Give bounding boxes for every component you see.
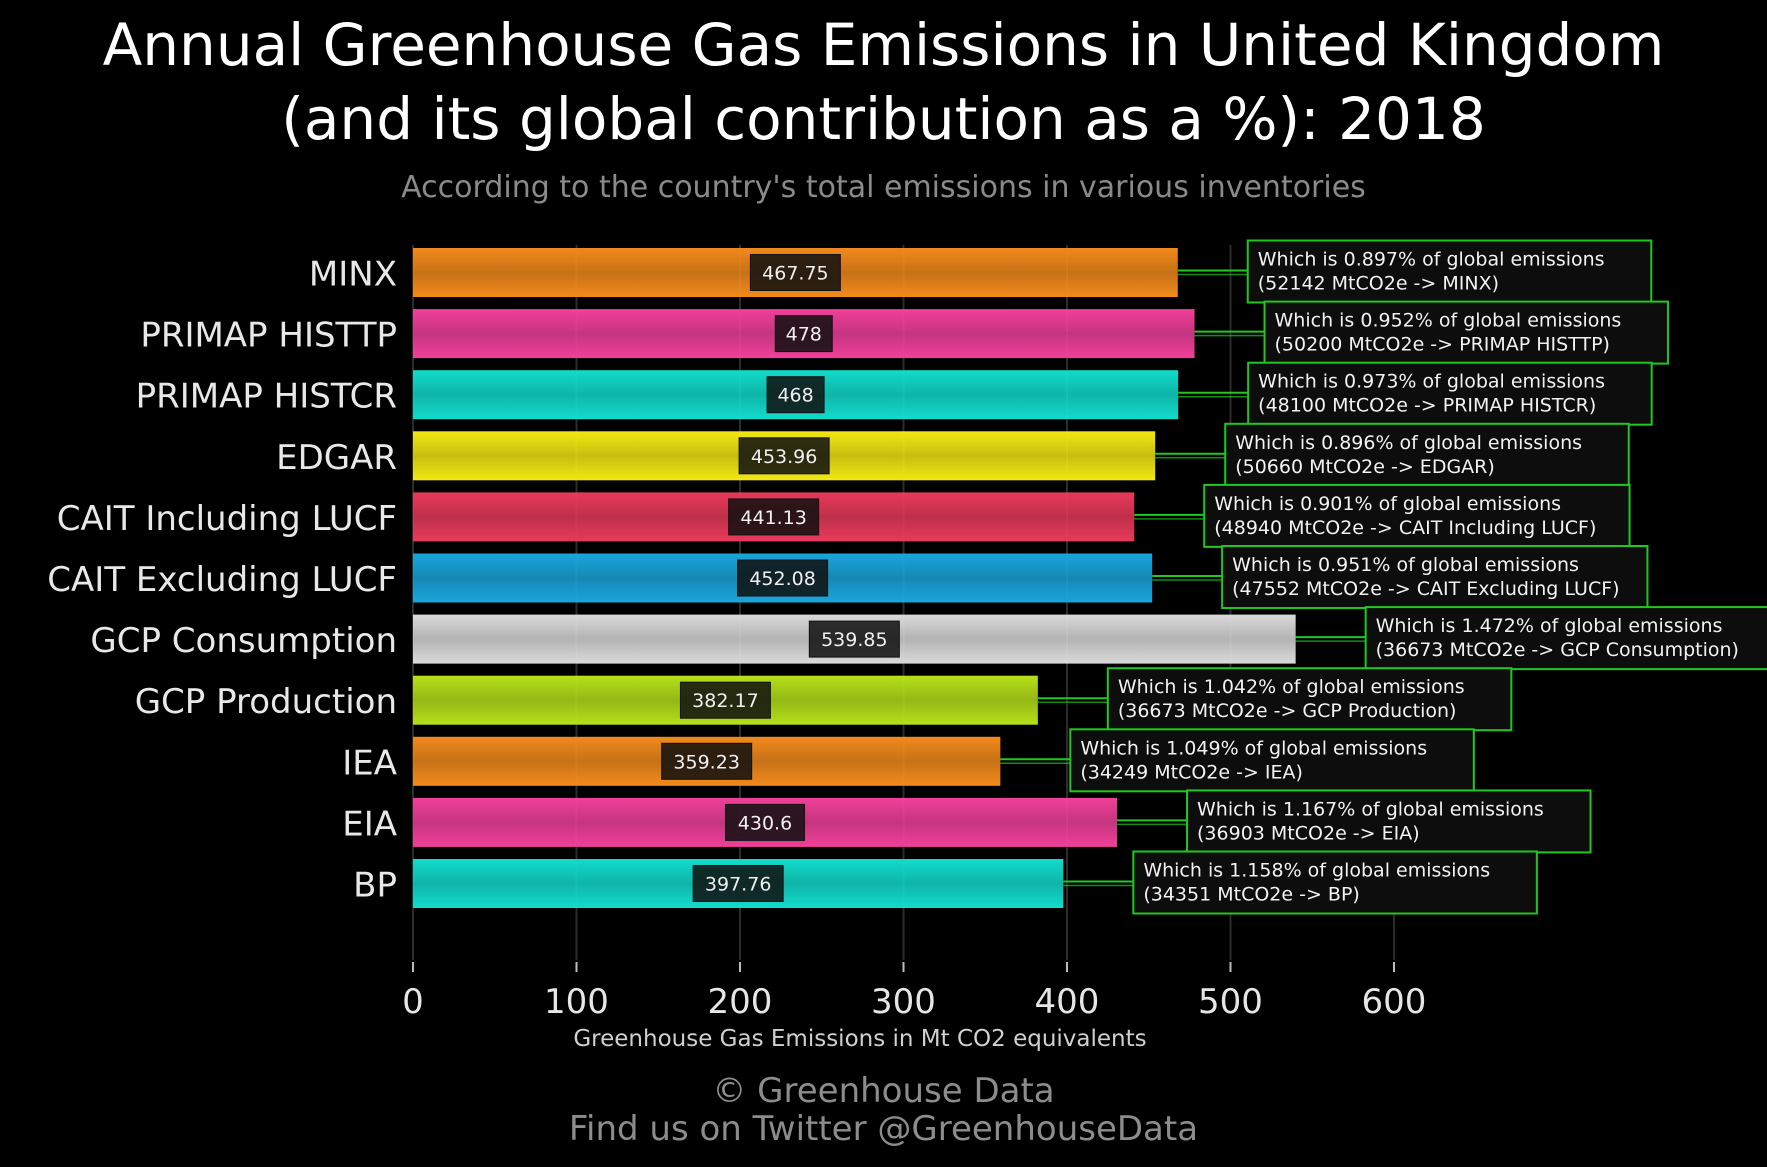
x-axis-label: Greenhouse Gas Emissions in Mt CO2 equiv… <box>573 1026 1146 1052</box>
value-label-box <box>737 559 829 597</box>
annotation-box <box>1203 483 1631 548</box>
annotation-line-2: (50200 MtCO2e -> PRIMAP HISTTP) <box>1275 334 1610 356</box>
footer: © Greenhouse Data Find us on Twitter @Gr… <box>0 1072 1767 1148</box>
annotation-box <box>1224 422 1630 487</box>
category-label: EIA <box>342 804 397 844</box>
category-label: BP <box>353 866 397 906</box>
x-tick-label: 300 <box>871 982 936 1022</box>
footer-twitter: Find us on Twitter @GreenhouseData <box>568 1109 1199 1149</box>
value-label-box <box>766 376 825 414</box>
annotation-line-2: (47552 MtCO2e -> CAIT Excluding LUCF) <box>1232 578 1619 600</box>
annotation-box <box>1364 606 1767 671</box>
value-label: 397.76 <box>705 874 771 896</box>
annotation-line-2: (36673 MtCO2e -> GCP Consumption) <box>1376 639 1739 661</box>
category-label: MINX <box>309 255 397 295</box>
value-label: 452.08 <box>749 568 815 590</box>
annotation-box <box>1247 361 1653 426</box>
annotation-line-1: Which is 1.158% of global emissions <box>1143 860 1490 882</box>
value-label-box <box>679 681 771 719</box>
annotation-line-1: Which is 0.973% of global emissions <box>1258 371 1605 393</box>
category-label: CAIT Excluding LUCF <box>47 560 397 600</box>
value-label: 441.13 <box>740 507 806 529</box>
annotation-line-1: Which is 1.472% of global emissions <box>1376 615 1723 637</box>
x-tick-label: 200 <box>708 982 773 1022</box>
footer-copyright: © Greenhouse Data <box>712 1071 1055 1111</box>
annotation-line-1: Which is 0.901% of global emissions <box>1214 493 1561 515</box>
annotation-line-1: Which is 1.167% of global emissions <box>1197 798 1544 820</box>
x-tick-label: 100 <box>544 982 609 1022</box>
value-label-box <box>661 742 753 780</box>
value-label: 539.85 <box>821 629 887 651</box>
x-tick-label: 0 <box>402 982 424 1022</box>
x-tick-label: 500 <box>1198 982 1263 1022</box>
chart-title-line-1: Annual Greenhouse Gas Emissions in Unite… <box>102 11 1665 79</box>
x-tick-label: 400 <box>1035 982 1100 1022</box>
annotation-line-2: (34249 MtCO2e -> IEA) <box>1080 761 1303 783</box>
annotation-line-2: (52142 MtCO2e -> MINX) <box>1258 273 1499 295</box>
chart-title: Annual Greenhouse Gas Emissions in Unite… <box>0 8 1767 156</box>
annotation-line-1: Which is 0.897% of global emissions <box>1258 249 1605 271</box>
value-label: 382.17 <box>692 690 758 712</box>
annotation-line-1: Which is 0.951% of global emissions <box>1232 554 1579 576</box>
category-label: PRIMAP HISTTP <box>140 316 397 356</box>
annotation-line-2: (36673 MtCO2e -> GCP Production) <box>1118 700 1457 722</box>
value-label: 430.6 <box>738 812 792 834</box>
annotation-line-2: (36903 MtCO2e -> EIA) <box>1197 822 1420 844</box>
x-tick-label: 600 <box>1362 982 1427 1022</box>
annotations: Which is 0.897% of global emissions(5214… <box>1069 239 1767 915</box>
category-label: PRIMAP HISTCR <box>136 377 397 417</box>
bars <box>413 248 1296 908</box>
value-label: 453.96 <box>751 446 817 468</box>
annotation-line-2: (34351 MtCO2e -> BP) <box>1143 884 1360 906</box>
annotation-box <box>1246 239 1653 304</box>
category-label: GCP Consumption <box>90 621 397 661</box>
annotation-line-1: Which is 0.952% of global emissions <box>1275 310 1622 332</box>
value-label-box <box>728 498 820 536</box>
annotation-line-2: (48940 MtCO2e -> CAIT Including LUCF) <box>1214 517 1596 539</box>
chart-title-line-2: (and its global contribution as a %): 20… <box>281 85 1486 153</box>
bar-chart: 467.75 478 468 453.96 441.13 452.08 539.85 382.… <box>47 239 1767 1052</box>
value-label: 359.23 <box>673 751 739 773</box>
value-label: 468 <box>777 385 813 407</box>
value-label-box <box>808 620 900 658</box>
annotation-box <box>1106 667 1513 732</box>
annotation-line-1: Which is 1.049% of global emissions <box>1080 737 1427 759</box>
value-label-box <box>774 315 833 353</box>
value-label-box <box>738 437 830 475</box>
annotation-line-1: Which is 0.896% of global emissions <box>1235 432 1582 454</box>
value-labels: 467.75 478 468 453.96 441.13 452.08 539.85 382.… <box>661 254 900 902</box>
value-label-box <box>749 254 841 291</box>
x-tick-labels: 0 100 200 300 400 500 600 <box>402 982 1426 1022</box>
category-label: IEA <box>342 743 397 783</box>
value-label-box <box>692 865 784 902</box>
category-labels: MINX PRIMAP HISTTP PRIMAP HISTCR EDGAR CAIT … <box>47 255 397 906</box>
annotation-connectors <box>1000 269 1366 887</box>
annotation-line-2: (48100 MtCO2e -> PRIMAP HISTCR) <box>1258 395 1596 417</box>
annotation-box <box>1263 300 1670 365</box>
annotation-box <box>1069 728 1475 793</box>
value-label-box <box>725 803 806 841</box>
annotation-line-1: Which is 1.042% of global emissions <box>1118 676 1465 698</box>
value-label: 478 <box>786 324 822 346</box>
category-label: EDGAR <box>276 438 397 478</box>
annotation-line-2: (50660 MtCO2e -> EDGAR) <box>1235 456 1495 478</box>
chart-subtitle: According to the country's total emissio… <box>401 170 1366 205</box>
value-label: 467.75 <box>762 263 828 285</box>
category-label: CAIT Including LUCF <box>57 499 397 539</box>
category-label: GCP Production <box>135 682 397 722</box>
annotation-box <box>1132 850 1538 915</box>
